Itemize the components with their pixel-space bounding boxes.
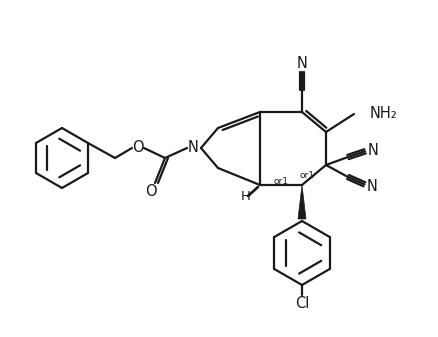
Text: N: N <box>367 179 378 194</box>
Text: N: N <box>297 57 307 71</box>
Polygon shape <box>298 185 306 219</box>
Text: or1: or1 <box>274 177 289 185</box>
Text: N: N <box>187 141 198 155</box>
Text: NH₂: NH₂ <box>370 105 398 121</box>
Text: N: N <box>367 143 378 158</box>
Text: O: O <box>145 184 157 198</box>
Text: H: H <box>241 190 251 204</box>
Text: O: O <box>132 141 144 155</box>
Text: or1: or1 <box>300 171 315 180</box>
Text: Cl: Cl <box>295 296 309 310</box>
